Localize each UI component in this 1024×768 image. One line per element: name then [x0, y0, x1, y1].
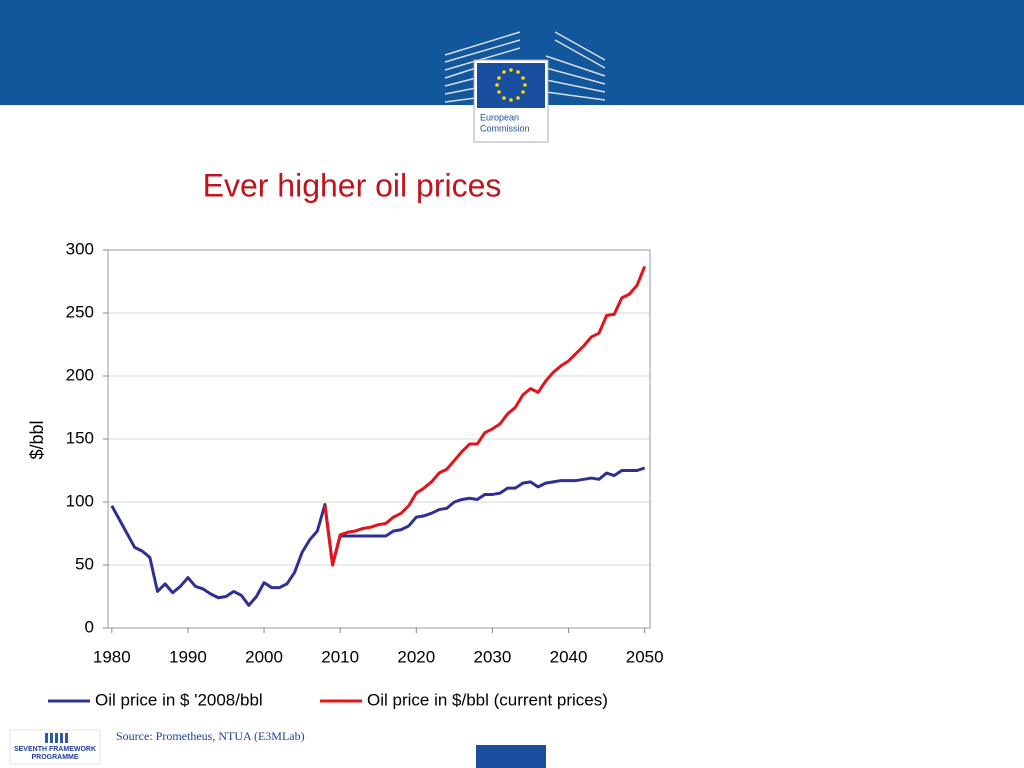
y-tick-label: 200 — [66, 365, 94, 384]
logo-text: Commission — [480, 123, 530, 133]
x-tick-label: 1990 — [169, 647, 207, 666]
series-line — [323, 265, 647, 567]
y-tick-label: 100 — [66, 491, 94, 510]
y-axis-label: $/bbl — [27, 420, 47, 459]
legend-label: Oil price in $/bbl (current prices) — [367, 690, 608, 709]
fp7-logo: SEVENTH FRAMEWORK PROGRAMME — [9, 729, 101, 765]
x-tick-label: 2050 — [626, 647, 664, 666]
y-tick-label: 300 — [66, 239, 94, 258]
fp7-text: PROGRAMME — [31, 754, 78, 761]
y-tick-label: 150 — [66, 428, 94, 447]
logo: European Commission — [444, 31, 606, 143]
x-tick-label: 2000 — [245, 647, 283, 666]
plot: 0 50 100 150 200 250 300 1980 1990 2000 2010 2020 20… — [48, 239, 664, 709]
source: Source: Prometheus, NTUA (E3MLab) — [116, 729, 305, 743]
fp7-text: SEVENTH FRAMEWORK — [14, 746, 96, 753]
x-tick-label: 2040 — [550, 647, 588, 666]
footer-flag — [476, 745, 546, 768]
x-tick-label: 2030 — [474, 647, 512, 666]
chart-title: Ever higher oil prices — [203, 167, 502, 203]
y-tick-label: 50 — [75, 554, 94, 573]
series-line — [110, 466, 646, 607]
plot-border — [107, 249, 651, 629]
y-tick-label: 250 — [66, 302, 94, 321]
x-tick-label: 2020 — [397, 647, 435, 666]
y-tick-label: 0 — [85, 617, 94, 636]
legend-label: Oil price in $ '2008/bbl — [95, 690, 263, 709]
x-tick-label: 1980 — [93, 647, 131, 666]
logo-text: European — [480, 112, 519, 122]
x-tick-label: 2010 — [321, 647, 359, 666]
